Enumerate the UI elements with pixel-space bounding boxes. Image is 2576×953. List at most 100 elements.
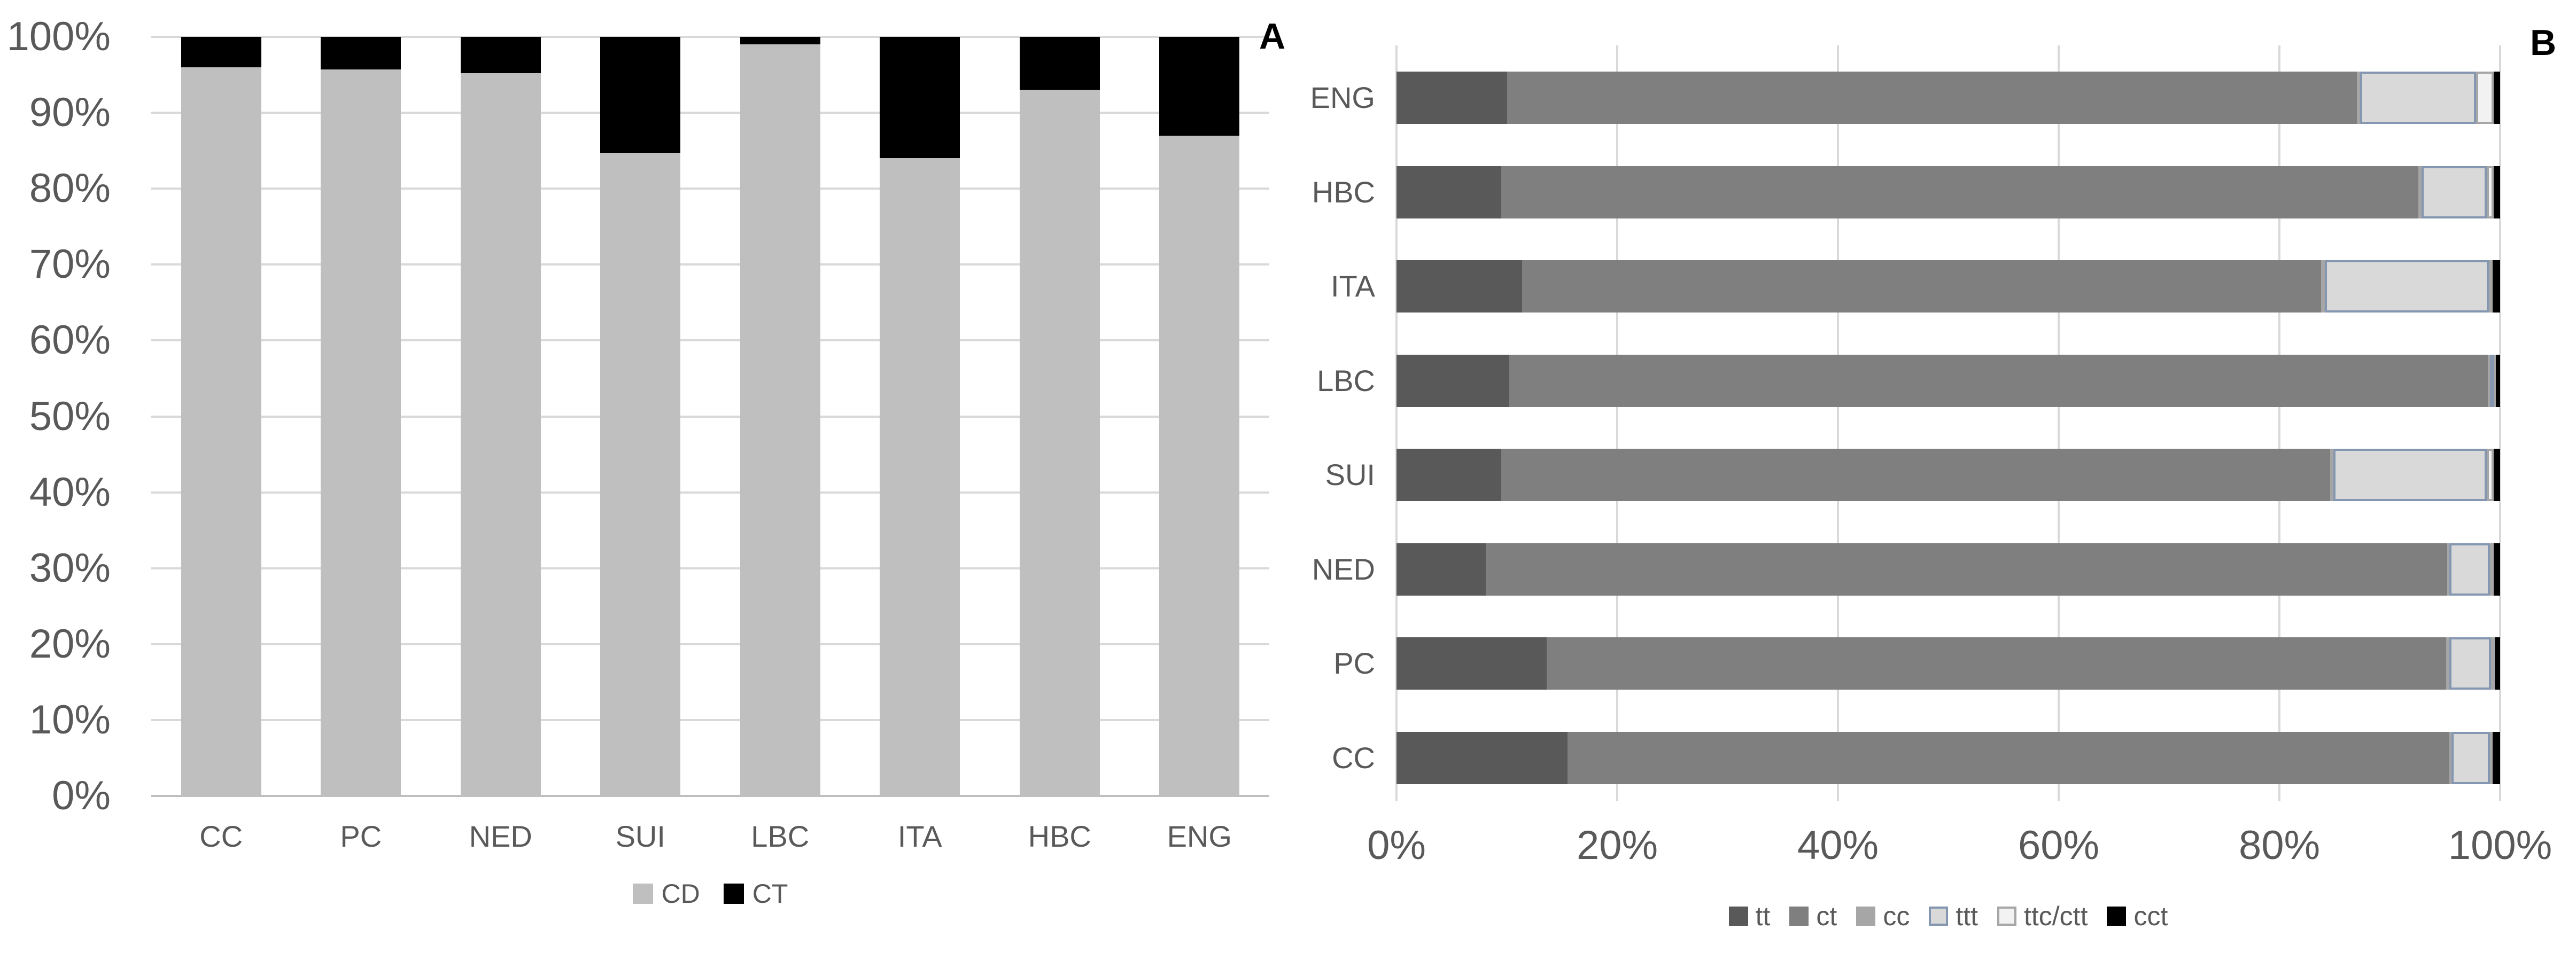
bar-segment-tt xyxy=(1396,354,1509,407)
y-category-label: PC xyxy=(1333,646,1375,681)
bar-segment-ct xyxy=(1546,637,2446,690)
bar-segment-ttc-ctt xyxy=(2490,543,2495,596)
x-category-label: LBC xyxy=(751,819,810,853)
bar-segment-ct xyxy=(600,37,681,153)
bar-segment-cc xyxy=(2449,731,2452,784)
legend-item-tt: tt xyxy=(1728,901,1771,931)
y-axis-tick-label: 80% xyxy=(29,166,111,212)
y-category-label: SUI xyxy=(1325,458,1375,492)
legend-label: ct xyxy=(1816,901,1837,931)
x-category-label: ENG xyxy=(1167,819,1232,853)
x-category-label: CC xyxy=(199,819,243,853)
bar-segment-cc xyxy=(2321,260,2325,313)
bar-segment-ttc-ctt xyxy=(2489,260,2494,313)
bar-segment-ct xyxy=(1019,37,1100,90)
legend-label: CD xyxy=(661,879,700,909)
bar-segment-cc xyxy=(2488,354,2490,407)
bar-segment-ct xyxy=(880,37,960,159)
y-category-label: NED xyxy=(1312,552,1375,586)
x-gridline xyxy=(1395,45,1398,801)
bar-segment-cd xyxy=(1159,135,1240,796)
x-category-label: NED xyxy=(469,819,532,853)
bar-segment-ct xyxy=(1522,260,2322,313)
bar-segment-ttt xyxy=(2451,731,2490,784)
bar-segment-ct xyxy=(1159,37,1240,136)
y-axis-tick-label: 60% xyxy=(29,317,111,363)
bar-segment-cct xyxy=(2492,260,2500,313)
x-category-label: HBC xyxy=(1028,819,1091,853)
bar-segment-ttt xyxy=(2324,260,2489,313)
bar-segment-tt xyxy=(1396,72,1507,124)
bar-segment-cc xyxy=(2446,637,2449,690)
bar-segment-cct xyxy=(2494,637,2500,690)
bar-segment-tt xyxy=(1396,260,1523,313)
legend-item-cc: cc xyxy=(1856,903,1910,929)
legend-swatch-cc xyxy=(1856,907,1876,926)
bar-segment-ct xyxy=(460,37,541,74)
y-gridline xyxy=(151,263,1269,266)
bar-segment-cct xyxy=(2493,166,2500,218)
bar-segment-ttt xyxy=(2422,166,2487,218)
y-gridline xyxy=(151,188,1269,190)
y-gridline xyxy=(151,643,1269,645)
y-gridline xyxy=(151,795,1269,797)
y-category-label: ENG xyxy=(1310,81,1375,114)
legend-swatch-ttc-ctt xyxy=(1997,907,2016,926)
bar-segment-ttc-ctt xyxy=(2487,166,2494,218)
legend-swatch-ct xyxy=(723,884,744,904)
bar-segment-tt xyxy=(1396,637,1547,690)
legend-label: tt xyxy=(1755,901,1771,931)
x-axis-tick-label: 20% xyxy=(1576,823,1658,868)
legend-item-cd: CD xyxy=(632,879,700,909)
legend-item-ct: CT xyxy=(723,879,788,909)
bar-segment-cct xyxy=(2492,731,2500,784)
bar-segment-cct xyxy=(2493,543,2500,596)
x-category-label: PC xyxy=(340,819,382,853)
bar-segment-cd xyxy=(740,44,820,796)
y-axis-tick-label: 70% xyxy=(29,241,111,287)
chart-panel-b: 0% 20% 40% 60% 80% 100% ENG HBC ITA LBC SUI NED PC CC… xyxy=(1304,0,2576,953)
x-gridline xyxy=(2499,45,2501,801)
y-gridline xyxy=(151,491,1269,494)
y-axis-tick-label: 10% xyxy=(29,697,111,743)
y-axis-tick-label: 20% xyxy=(29,621,111,667)
bar-segment-cct xyxy=(2493,72,2500,124)
y-gridline xyxy=(151,36,1269,38)
y-axis-tick-label: 50% xyxy=(29,393,111,439)
bar-segment-ttc-ctt xyxy=(2491,637,2496,690)
bar-segment-ttt xyxy=(2449,543,2490,596)
bar-segment-ct xyxy=(1507,72,2357,124)
bar-segment-ttc-ctt xyxy=(2487,449,2494,502)
panel-label-b: B xyxy=(2530,22,2557,63)
legend: tt ct cc ttt ttc/ctt cct xyxy=(1396,903,2500,929)
legend-swatch-ttt xyxy=(1929,907,1949,926)
legend-swatch-ct xyxy=(1789,907,1809,926)
y-category-label: ITA xyxy=(1331,269,1375,303)
panel-label-a: A xyxy=(1259,16,1286,57)
bar-segment-ct xyxy=(1509,354,2488,407)
bar-segment-cct xyxy=(2493,449,2500,502)
x-axis-tick-label: 100% xyxy=(2448,823,2552,868)
legend-label: CT xyxy=(752,879,788,909)
bar-segment-cd xyxy=(460,73,541,796)
bar-segment-ttt xyxy=(2449,637,2492,690)
bar-segment-cd xyxy=(181,67,261,796)
bar-segment-cc xyxy=(2356,72,2360,124)
y-axis-tick-label: 30% xyxy=(29,545,111,591)
y-gridline xyxy=(151,567,1269,569)
bar-segment-cd xyxy=(880,158,960,796)
bar-segment-ttc-ctt xyxy=(2476,72,2494,124)
y-axis-tick-label: 40% xyxy=(29,469,111,515)
bar-segment-ct xyxy=(321,37,401,70)
x-axis-tick-label: 60% xyxy=(2018,823,2100,868)
bar-segment-ttt xyxy=(2333,449,2487,502)
bar-segment-ct xyxy=(1486,543,2447,596)
y-gridline xyxy=(151,415,1269,418)
bar-segment-cd xyxy=(321,69,401,796)
bar-segment-cct xyxy=(2495,354,2500,407)
legend-label: ttt xyxy=(1956,901,1978,931)
x-category-label: ITA xyxy=(897,819,942,853)
x-gridline xyxy=(2278,45,2280,801)
legend-swatch-cct xyxy=(2107,907,2127,926)
